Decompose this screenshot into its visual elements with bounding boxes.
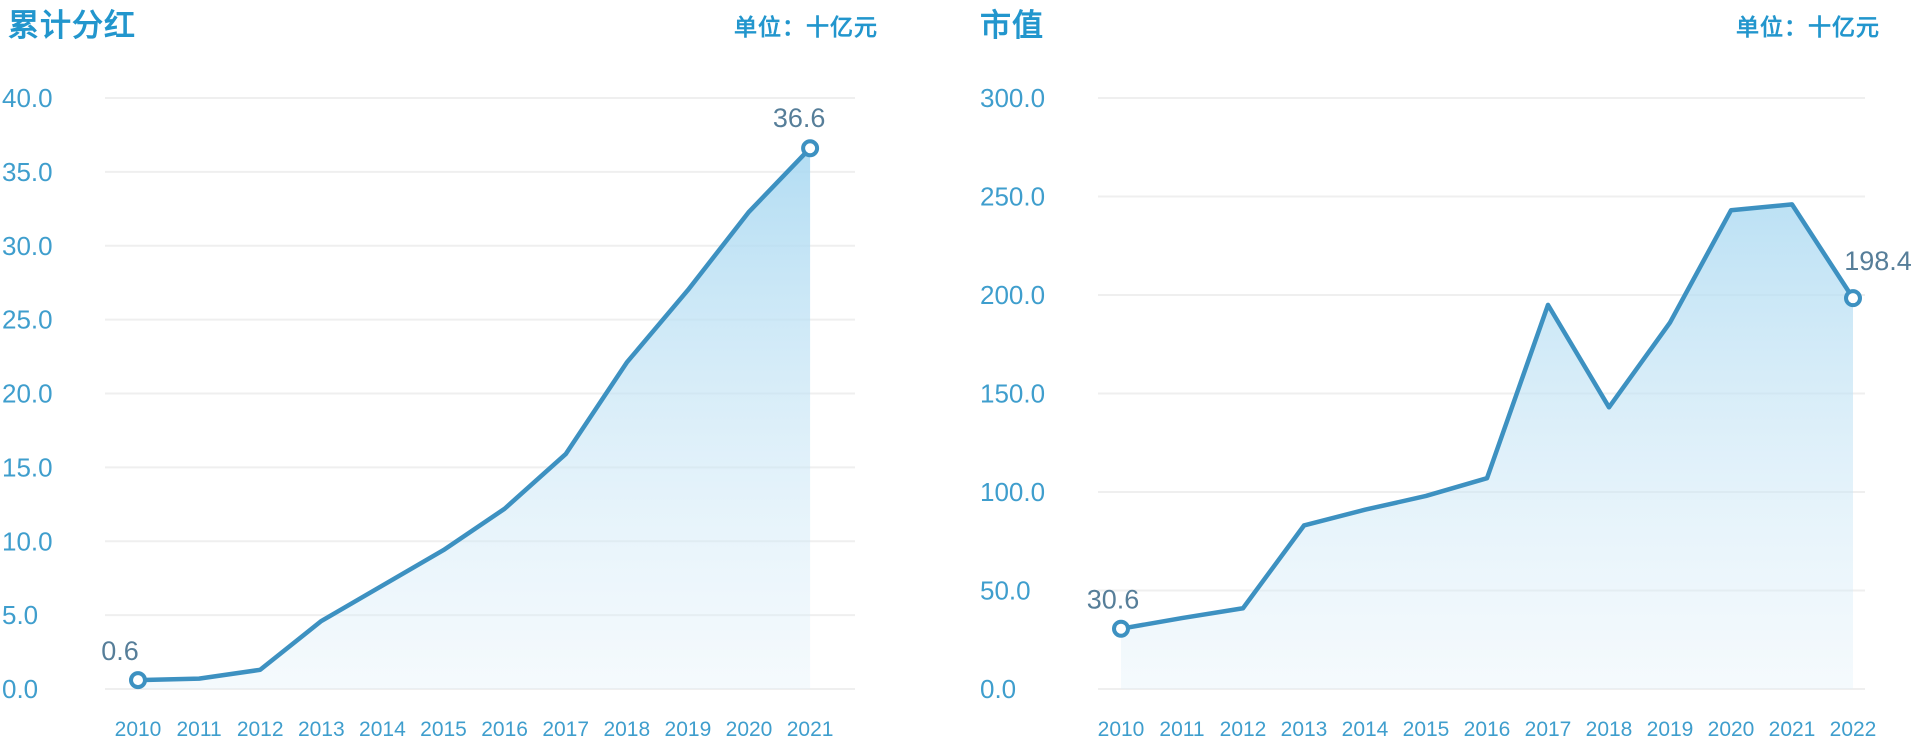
first-point-value-label: 0.6 [101, 636, 139, 666]
x-axis-year-label: 2014 [1342, 718, 1389, 741]
first-point-value-label: 30.6 [1087, 585, 1140, 615]
chart-market-cap: 市值 单位：十亿元 300.0 250.0 200.0 150.0 100.0 50.0 0… [960, 0, 1920, 745]
x-axis-year-label: 2014 [359, 718, 406, 741]
trend-line [1118, 202, 1856, 631]
y-axis-tick-label: 15.0 [2, 452, 53, 482]
x-axis-year-label: 2010 [1098, 718, 1145, 741]
y-axis-tick-label: 20.0 [2, 379, 53, 409]
x-axis-year-label: 2013 [1281, 718, 1328, 741]
x-axis-year-label: 2020 [726, 718, 773, 741]
x-axis-year-label: 2017 [542, 718, 589, 741]
market-cap-title: 市值 [980, 8, 1044, 43]
area-fill [138, 148, 811, 690]
x-axis-year-label: 2018 [603, 718, 650, 741]
y-axis-tick-label: 25.0 [2, 305, 53, 335]
data-point-marker [129, 671, 147, 690]
cumulative-dividend-plot: 40.0 35.0 30.0 25.0 20.0 15.0 10.0 5.0 0.0 0.6 36.… [0, 60, 960, 745]
y-axis-tick-label: 0.0 [2, 674, 38, 704]
cumulative-dividend-title: 累计分红 [8, 8, 136, 43]
x-axis-year-label: 2015 [420, 718, 467, 741]
y-axis-tick-label: 40.0 [2, 83, 53, 113]
x-axis-year-label: 2019 [665, 718, 712, 741]
y-axis-tick-label: 5.0 [2, 600, 38, 630]
y-axis-tick-label: 50.0 [980, 576, 1031, 606]
data-point-marker [801, 139, 820, 158]
x-axis-year-label: 2022 [1830, 718, 1877, 741]
y-axis-tick-label: 35.0 [2, 157, 53, 187]
x-axis-year-label: 2011 [177, 718, 222, 741]
x-axis-year-label: 2016 [481, 718, 528, 741]
x-axis-year-label: 2012 [237, 718, 284, 741]
y-axis-tick-label: 150.0 [980, 379, 1045, 409]
x-axis-year-label: 2018 [1586, 718, 1633, 741]
x-axis-year-label: 2015 [1403, 718, 1450, 741]
chart-svg: 40.0 35.0 30.0 25.0 20.0 15.0 10.0 5.0 0.0 0.6 36.… [2, 83, 855, 741]
y-axis-tick-label: 10.0 [2, 526, 53, 556]
x-axis-year-label: 2019 [1647, 718, 1694, 741]
y-axis-tick-label: 300.0 [980, 83, 1045, 113]
y-axis-tick-label: 200.0 [980, 280, 1045, 310]
x-axis-year-label: 2016 [1464, 718, 1511, 741]
last-point-value-label: 36.6 [773, 103, 826, 133]
x-axis-year-label: 2012 [1220, 718, 1267, 741]
y-axis-tick-label: 0.0 [980, 674, 1016, 704]
x-axis-year-label: 2011 [1159, 718, 1204, 741]
data-point-marker [1844, 289, 1862, 308]
chart-cumulative-dividend: 累计分红 单位：十亿元 40.0 35.0 30.0 25.0 20.0 15.0 10.0… [0, 8, 960, 745]
y-axis-tick-label: 100.0 [980, 477, 1045, 507]
y-axis-tick-label: 250.0 [980, 182, 1045, 212]
x-axis-year-label: 2013 [298, 718, 345, 741]
market-cap-plot: 300.0 250.0 200.0 150.0 100.0 50.0 0.0 30.6 198.… [960, 60, 1920, 745]
data-point-marker [1112, 619, 1130, 638]
last-point-value-label: 198.4 [1844, 246, 1912, 276]
cumulative-dividend-unit-label: 单位：十亿元 [734, 14, 878, 40]
x-axis-year-label: 2020 [1708, 718, 1755, 741]
x-axis-year-label: 2010 [115, 718, 162, 741]
chart-svg: 300.0 250.0 200.0 150.0 100.0 50.0 0.0 30.6 198.… [980, 83, 1912, 741]
area-fill [1121, 204, 1853, 689]
x-axis-year-label: 2021 [1769, 718, 1816, 741]
x-axis-year-label: 2021 [787, 718, 834, 741]
y-axis-tick-label: 30.0 [2, 231, 53, 261]
market-cap-unit-label: 单位：十亿元 [1736, 14, 1880, 40]
trend-line [135, 145, 813, 683]
x-axis-year-label: 2017 [1525, 718, 1572, 741]
